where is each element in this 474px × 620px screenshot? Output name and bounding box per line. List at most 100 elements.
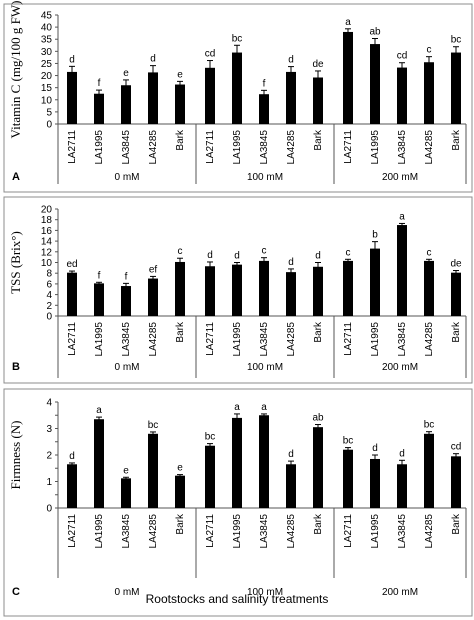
y-tick-label: 15: [41, 83, 53, 94]
significance-letter: e: [123, 465, 129, 476]
data-bar: [286, 464, 296, 508]
significance-letter: d: [207, 250, 213, 261]
panel-frame: [3, 196, 473, 384]
significance-letter: a: [399, 211, 405, 222]
y-tick-label: 4: [46, 290, 52, 301]
salinity-group-label: 100 mM: [247, 172, 283, 183]
data-bar: [286, 272, 296, 316]
category-label: LA1995: [370, 514, 381, 549]
y-tick-label: 6: [46, 279, 52, 290]
data-bar: [451, 52, 461, 124]
significance-letter: ab: [369, 26, 381, 37]
data-bar: [175, 475, 185, 508]
y-tick-label: 20: [41, 71, 53, 82]
category-label: LA3845: [397, 514, 408, 549]
category-label: LA2711: [343, 130, 354, 164]
data-bar: [205, 266, 215, 316]
significance-letter: c: [262, 246, 267, 257]
data-bar: [232, 52, 242, 124]
significance-letter: a: [261, 402, 267, 413]
y-axis-title: TSS (Brix°): [8, 231, 23, 294]
category-label: LA4285: [286, 514, 297, 549]
significance-letter: cd: [451, 442, 462, 453]
significance-letter: de: [312, 59, 324, 70]
data-bar: [313, 427, 323, 508]
data-bar: [313, 77, 323, 124]
data-bar: [370, 248, 380, 316]
category-label: LA3845: [121, 514, 132, 549]
category-label: Bark: [451, 129, 462, 151]
salinity-group-label: 100 mM: [247, 587, 283, 598]
significance-letter: c: [178, 246, 183, 257]
significance-letter: c: [346, 247, 351, 258]
y-tick-label: 12: [41, 247, 53, 258]
significance-letter: f: [98, 78, 101, 89]
y-tick-label: 30: [41, 47, 53, 58]
salinity-group-label: 0 mM: [115, 362, 140, 373]
category-label: LA2711: [343, 514, 354, 548]
y-axis-title: Firmness (N): [8, 421, 23, 490]
y-tick-label: 2: [46, 451, 52, 462]
salinity-group-label: 200 mM: [382, 587, 418, 598]
category-label: LA2711: [205, 130, 216, 164]
category-label: LA1995: [94, 514, 105, 549]
y-tick-label: 1: [46, 477, 52, 488]
y-tick-label: 10: [41, 95, 53, 106]
salinity-group-label: 200 mM: [382, 172, 418, 183]
data-bar: [451, 456, 461, 508]
significance-letter: d: [69, 54, 75, 65]
y-tick-label: 25: [41, 59, 53, 70]
data-bar: [451, 272, 461, 316]
y-tick-label: 0: [46, 504, 52, 515]
category-label: LA3845: [259, 322, 270, 357]
significance-letter: b: [372, 230, 378, 241]
data-bar: [67, 71, 77, 124]
significance-letter: d: [399, 448, 405, 459]
significance-letter: cd: [397, 51, 408, 62]
significance-letter: ed: [66, 259, 77, 270]
significance-letter: f: [263, 78, 266, 89]
data-bar: [370, 44, 380, 124]
category-label: LA2711: [67, 130, 78, 164]
significance-letter: c: [427, 247, 432, 258]
category-label: LA4285: [148, 322, 159, 357]
significance-letter: e: [177, 463, 183, 474]
y-tick-label: 18: [41, 215, 53, 226]
category-label: LA1995: [94, 322, 105, 357]
significance-letter: d: [69, 451, 75, 462]
y-tick-label: 14: [41, 237, 53, 248]
salinity-group-label: 200 mM: [382, 362, 418, 373]
category-label: LA3845: [397, 130, 408, 165]
category-label: LA1995: [232, 130, 243, 165]
significance-letter: bc: [205, 432, 216, 443]
data-bar: [67, 272, 77, 316]
y-tick-label: 10: [41, 258, 53, 269]
data-bar: [424, 62, 434, 124]
significance-letter: c: [427, 45, 432, 56]
category-label: LA4285: [148, 130, 159, 165]
category-label: LA1995: [232, 514, 243, 549]
significance-letter: d: [234, 251, 240, 262]
data-bar: [94, 93, 104, 124]
data-bar: [232, 417, 242, 508]
significance-letter: f: [125, 271, 128, 282]
significance-letter: a: [96, 405, 102, 416]
panel-label: A: [12, 171, 20, 183]
category-label: Bark: [313, 321, 324, 343]
category-label: LA4285: [424, 514, 435, 549]
category-label: Bark: [451, 321, 462, 343]
data-bar: [343, 449, 353, 508]
significance-letter: cd: [205, 49, 216, 60]
data-bar: [397, 67, 407, 124]
significance-letter: bc: [148, 420, 159, 431]
data-bar: [397, 464, 407, 508]
category-label: LA2711: [205, 322, 216, 356]
category-label: LA3845: [397, 322, 408, 357]
significance-letter: d: [372, 443, 378, 454]
data-bar: [175, 261, 185, 316]
data-bar: [313, 266, 323, 316]
y-tick-label: 20: [41, 205, 53, 216]
data-bar: [370, 458, 380, 508]
category-label: LA3845: [259, 514, 270, 549]
